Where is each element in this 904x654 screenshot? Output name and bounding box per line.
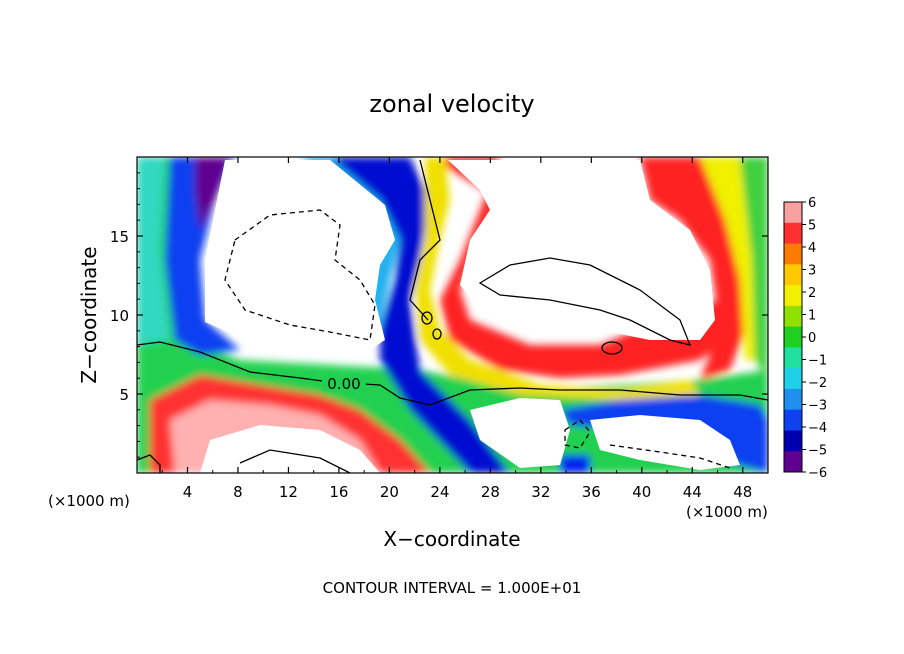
colorbar-swatch [784,305,802,328]
x-tick-label: 24 [430,483,449,501]
y-tick-label: 15 [110,228,129,246]
x-axis-label: X−coordinate [383,527,520,551]
x-units-right: (×1000 m) [686,503,768,521]
colorbar-tick-label: −4 [808,421,827,436]
x-axis: 4 8 12 16 20 24 28 32 36 40 44 48 [161,157,752,501]
colorbar-swatch [784,347,802,369]
x-tick-label: 44 [683,483,702,501]
x-tick-label: 32 [531,483,550,501]
x-tick-label: 8 [233,483,243,501]
x-tick-label: 40 [632,483,651,501]
y-tick-label: 5 [119,386,129,404]
colorbar-swatch [784,388,802,411]
colorbar-tick-label: 1 [808,309,816,324]
colorbar-tick-label: −6 [808,466,827,481]
colorbar-tick-label: 3 [808,264,816,279]
x-tick-label: 16 [329,483,348,501]
colorbar-swatch [784,243,802,265]
y-tick-label: 10 [110,307,129,325]
x-units-left: (×1000 m) [48,492,130,510]
colorbar-tick-label: 0 [808,331,816,346]
x-tick-label: 36 [582,483,601,501]
x-tick-label: 12 [279,483,298,501]
x-tick-label: 4 [183,483,193,501]
contour-label: 0.00 [327,375,360,393]
colorbar-swatch [784,430,802,452]
contour-label-backdrop [322,375,366,391]
masked-regions [200,160,740,473]
colorbar-tick-label: 5 [808,219,816,234]
x-tick-label: 48 [733,483,752,501]
colorbar-tick-label: 2 [808,286,816,301]
colorbar-swatch [784,451,802,473]
colorbar-swatch [784,409,802,431]
colorbar-swatch [784,202,802,224]
colorbar-tick-label: 4 [808,241,816,256]
colorbar-tick-label: −5 [808,444,827,459]
contour-interval-note: CONTOUR INTERVAL = 1.000E+01 [323,579,582,597]
contour-lines [137,159,768,473]
x-tick-label: 20 [380,483,399,501]
colorbar-tick-label: 6 [808,196,816,211]
y-axis-label: Z−coordinate [77,246,101,383]
colorbar-swatch [784,326,802,348]
colorbar-swatch [784,285,802,307]
y-axis: 5 10 15 [110,172,768,458]
colorbar-swatch [784,222,802,245]
colorbar-tick-label: −2 [808,376,827,391]
colorbar-tick-label: −3 [808,399,827,414]
plot-area [137,157,768,473]
chart-title: zonal velocity [369,90,534,118]
colorbar-tick-label: −1 [808,354,827,369]
colorbar-swatch [784,264,802,286]
colorbar: 6 5 4 3 2 1 0 −1 −2 −3 −4 −5 −6 [783,196,827,481]
colorbar-swatch [784,368,802,390]
x-tick-label: 28 [481,483,500,501]
